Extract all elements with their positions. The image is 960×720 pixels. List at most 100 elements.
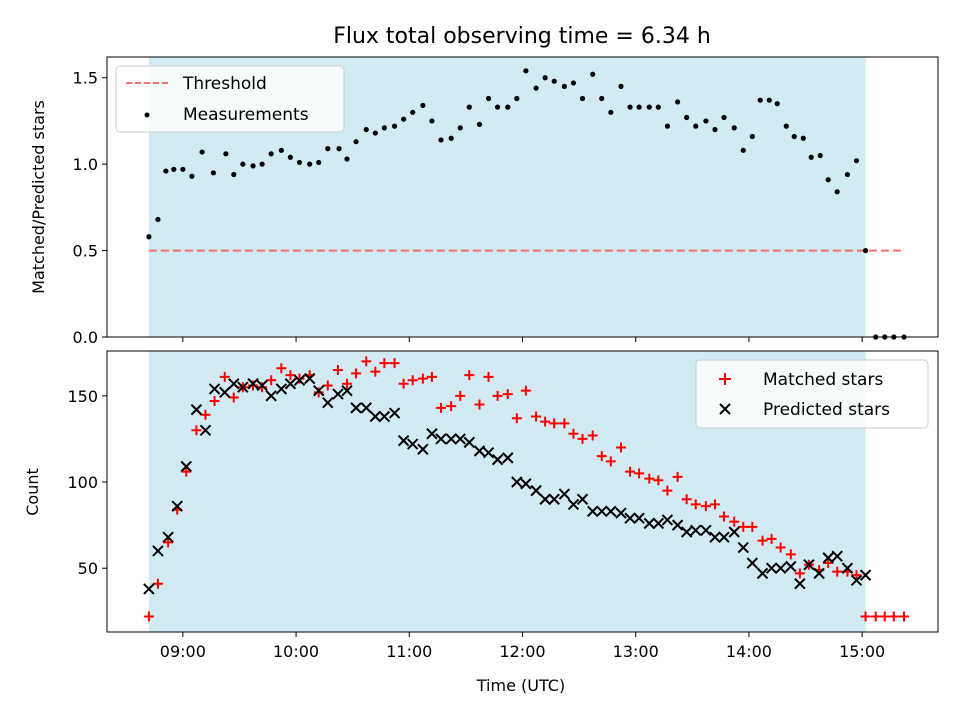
measurement-point [146,234,152,240]
matched-star-point [888,611,899,622]
matched-star-point [483,371,494,382]
predicted-star-point [397,434,410,447]
predicted-star-point [700,524,712,536]
predicted-star-point [586,505,599,518]
predicted-star-point [728,526,740,538]
measurement-point [825,177,831,183]
matched-star-point [634,468,645,479]
measurement-point [636,104,642,110]
matched-star-point [559,418,570,429]
matched-star-point [446,401,457,412]
y-tick-label: 1.0 [73,155,98,174]
matched-star-point [417,373,428,384]
measurements-legend-swatch [144,112,150,118]
predicted-star-point [803,559,815,571]
measurement-point [579,95,586,102]
matched-star-point [276,363,287,374]
measurement-point [429,118,435,124]
measurement-point [684,114,690,121]
predicted-star-point [190,403,203,416]
measurement-point [316,159,322,166]
measurement-point [448,135,454,141]
predicted-star-point [313,384,325,397]
x-tick-label: 15:00 [839,642,885,661]
measurement-point [551,78,557,84]
x-tick-label: 09:00 [160,642,206,661]
predicted-star-point [737,541,749,554]
measurement-point [791,133,797,140]
predicted-legend-label: Predicted stars [763,400,890,420]
matched-star-point [832,566,843,577]
measurement-point [514,95,520,102]
y-tick-label: 1.5 [73,69,98,88]
x-tick-label: 13:00 [613,642,659,661]
predicted-star-point [643,517,656,530]
predicted-star-point [162,531,174,543]
matched-star-point [700,501,711,512]
matched-star-point [766,533,777,544]
measurement-point [287,154,294,160]
predicted-star-point [341,384,353,397]
matched-star-point [738,521,749,532]
matched-star-point [257,382,268,393]
matched-star-point [228,392,239,403]
measurement-point [391,123,398,129]
measurement-point [223,151,229,157]
measurement-point [363,126,369,133]
measurement-point [808,154,814,160]
predicted-star-point [502,452,514,464]
count-panel: 50 100 150 09:00 10:00 11:00 12:00 13:00 14:00 1… [23,350,939,695]
matched-star-point [899,611,910,622]
matched-star-point [426,371,437,382]
predicted-star-point [332,388,344,400]
predicted-star-point [822,552,834,564]
measurement-point [438,137,444,143]
predicted-star-point [539,493,551,505]
measurement-point [712,126,718,133]
predicted-star-point [690,524,702,536]
matched-star-point [492,390,503,401]
matched-star-point [502,389,513,400]
matched-star-point [775,542,786,553]
predicted-star-point [491,453,504,466]
count-legend: Matched stars Predicted stars [695,359,929,429]
measurement-point [749,133,755,140]
predicted-star-point [208,383,221,395]
measurement-point [457,125,463,131]
matched-star-point [851,570,862,581]
measurements-legend-label: Measurements [183,105,309,125]
threshold-legend-label: Threshold [182,74,267,94]
predicted-stars-points [143,372,872,595]
measurement-point [494,104,501,110]
ratio-x-ticks [182,337,863,342]
chart-title: Flux total observing time = 6.34 h [333,24,711,49]
measurement-point [278,147,284,153]
matched-star-point [370,366,381,377]
predicted-star-point [785,560,797,573]
matched-star-point [163,537,174,548]
predicted-star-point [180,460,192,473]
predicted-star-point [558,488,571,500]
matched-star-point [200,409,211,420]
predicted-star-point [143,583,155,595]
measurement-point [189,173,195,179]
matched-star-point [191,425,202,436]
matched-star-point [860,611,871,622]
predicted-star-point [859,569,872,581]
predicted-star-point [171,500,183,512]
measurement-point [372,130,378,136]
predicted-star-point [548,493,560,505]
matched-star-point [690,499,701,510]
x-tick-label: 11:00 [386,642,432,661]
predicted-star-point [624,512,636,524]
predicted-star-point [237,381,249,393]
predicted-star-point [473,445,486,457]
y-tick-label: 50 [78,559,98,578]
ratio-y-label: Matched/Predicted stars [29,100,48,294]
matched-star-point [615,442,626,453]
predicted-star-point [680,526,693,538]
predicted-star-point [293,374,306,387]
matched-star-point [398,378,409,389]
predicted-legend-swatch [719,403,731,415]
